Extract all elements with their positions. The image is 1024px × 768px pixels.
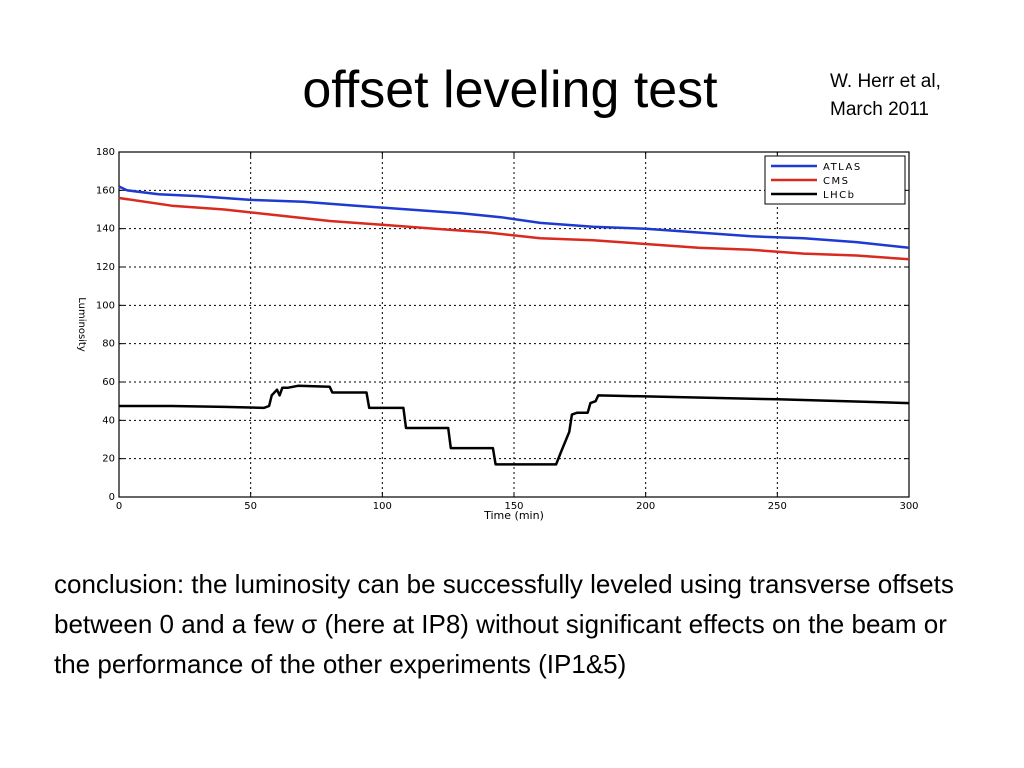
attribution: W. Herr et al, March 2011: [830, 68, 1010, 124]
legend-label-cms: CMS: [823, 176, 849, 187]
slide-title: offset leveling test: [302, 61, 718, 119]
y-tick-label: 160: [96, 185, 115, 196]
y-tick-label: 100: [96, 300, 115, 311]
y-tick-label: 40: [102, 415, 115, 426]
y-axis-label: Luminosity: [76, 297, 87, 352]
luminosity-chart: 0 50 100 150 200 250 300 0 20 40 60 80 100 120 140 160 1…: [60, 140, 940, 530]
x-tick-label: 100: [373, 501, 392, 512]
x-tick-label: 0: [116, 501, 122, 512]
chart-svg: 0 50 100 150 200 250 300 0 20 40 60 80 100 120 140 160 1…: [76, 147, 919, 522]
attribution-author: W. Herr et al,: [830, 71, 941, 92]
legend-label-lhcb: LHCb: [823, 190, 855, 201]
y-tick-label: 180: [96, 147, 115, 158]
series-line-cms: [118, 196, 910, 261]
series-line-atlas: [118, 185, 910, 250]
y-tick-label: 120: [96, 262, 115, 273]
x-axis-label: Time (min): [483, 509, 544, 522]
x-tick-label: 150: [504, 501, 523, 512]
y-tick-label: 20: [102, 454, 115, 465]
legend-label-atlas: ATLAS: [823, 162, 862, 173]
x-tick-label: 50: [244, 501, 257, 512]
y-tick-label: 140: [96, 224, 115, 235]
x-tick-label: 200: [636, 501, 655, 512]
y-tick-label: 0: [109, 492, 115, 503]
conclusion-text: conclusion: the luminosity can be succes…: [54, 569, 954, 679]
series-line-lhcb: [119, 384, 910, 466]
y-tick-label: 60: [102, 377, 115, 388]
x-tick-label: 300: [899, 501, 918, 512]
x-tick-label: 250: [768, 501, 787, 512]
attribution-date: March 2011: [830, 99, 929, 120]
y-tick-label: 80: [102, 339, 115, 350]
